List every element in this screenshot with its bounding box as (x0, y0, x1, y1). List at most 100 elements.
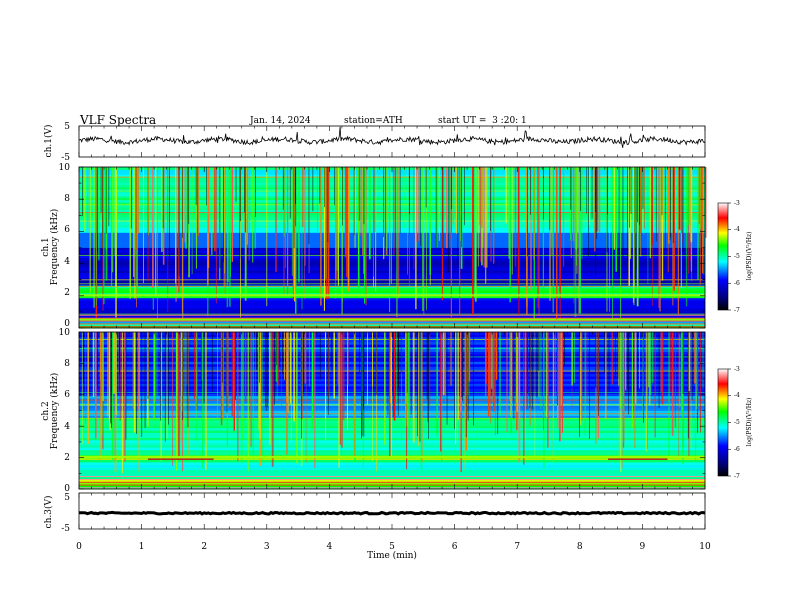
spec2-gap (359, 332, 360, 373)
spec2-gap (256, 332, 257, 370)
spec1-sferic (89, 167, 91, 293)
spec1-sferic (328, 167, 330, 288)
spec2-sferic (672, 332, 674, 380)
spec2-sferic (671, 332, 674, 436)
spec2-sferic (376, 332, 378, 472)
spec2-sferic (154, 332, 156, 402)
spec2-gap (361, 332, 363, 437)
spec1-tone (79, 286, 705, 287)
ch1-ytick-bottom: -5 (61, 153, 70, 163)
spec2-sferic (195, 332, 197, 441)
spec2-sferic (201, 332, 203, 381)
spec1-sferic (302, 167, 304, 227)
spec1-sferic (375, 167, 377, 292)
spec1-sferic (184, 167, 187, 243)
spec1-sferic (441, 167, 444, 301)
spec2-gap (168, 332, 169, 425)
ch3-waveform-panel: 5 -5 ch.3(V) 0 1 2 3 4 5 6 7 8 9 10 Time… (43, 492, 711, 561)
spec1-sferic (358, 167, 359, 255)
spec1-gap (178, 167, 180, 276)
spec2-sferic (304, 332, 306, 384)
spec1-gap (425, 167, 427, 208)
spec1-gap (586, 167, 588, 214)
spec1-gap (295, 167, 297, 227)
spec1-sferic (483, 167, 486, 268)
spec1-sferic (275, 167, 277, 272)
spec1-sferic (175, 167, 177, 284)
spec1-sferic (493, 167, 495, 264)
spec1-sferic (304, 167, 306, 266)
spec1-sferic (449, 167, 451, 240)
spec2-sferic (180, 332, 182, 443)
spec2-sferic (108, 332, 110, 423)
spec2-sferic (421, 332, 423, 463)
spec2-sferic (85, 332, 86, 424)
spec2-sferic (228, 332, 229, 408)
spec2-sferic (559, 332, 561, 442)
spec1-sferic (211, 167, 213, 255)
spec2-sferic (523, 332, 525, 465)
spec1-sferic (167, 167, 169, 312)
spec1-line-low (79, 320, 705, 322)
spec1-sferic (407, 167, 408, 275)
spec1-sferic (702, 167, 704, 274)
spec1-sferic (480, 167, 482, 262)
spec1-sferic (129, 167, 131, 299)
spec2-gap (465, 332, 467, 438)
spec2-gap (398, 332, 399, 387)
spec1-band (79, 297, 705, 301)
spec2-sferic (333, 332, 335, 399)
spec1-sferic (574, 167, 577, 317)
spec2-gap (427, 332, 429, 423)
spec2-sferic (622, 332, 624, 410)
spec1-gap (255, 167, 256, 217)
spec1-sferic (293, 167, 294, 297)
spec1-sferic (518, 167, 520, 316)
spec2-gap (83, 332, 84, 384)
spec2-sferic (455, 332, 456, 444)
spec2-gap (658, 332, 660, 409)
spec1-gap (130, 167, 132, 229)
spec1-gap (451, 167, 452, 210)
spec1-sferic (697, 167, 699, 280)
time-tick-9: 9 (640, 542, 646, 552)
spec2-gap (118, 332, 120, 391)
spec1-gap (595, 167, 597, 276)
spec1-gap (655, 167, 657, 242)
spec1-sferic (408, 167, 410, 286)
spec1-sferic (511, 167, 513, 275)
ch1-freq-tick-8: 8 (64, 194, 70, 204)
spec2-sferic (255, 332, 256, 409)
spec2-gap (643, 332, 644, 423)
ch2-freq-tick-0: 0 (64, 484, 70, 494)
ch2-spectrogram-image (79, 332, 706, 490)
spec2-sferic (259, 332, 261, 439)
spec2-gap (604, 332, 605, 373)
spec1-gap (640, 167, 642, 256)
spec1-gap (580, 167, 581, 212)
spec2-sferic (634, 332, 636, 449)
spec1-sferic (482, 167, 484, 248)
spec1-band (79, 307, 705, 311)
ch1-spectrogram-channel-label: ch.1 (41, 237, 51, 256)
spec1-gap (358, 167, 360, 221)
spec2-sferic (226, 332, 227, 399)
date-label: Jan. 14, 2024 (249, 116, 311, 126)
spec1-sferic (481, 167, 483, 228)
spec2-sferic (611, 332, 613, 385)
spec2-sferic (281, 332, 282, 407)
ch3-waveform-frame (78, 492, 706, 530)
spec2-sferic (347, 332, 349, 385)
spec1-gap (308, 167, 310, 245)
spec1-sferic (248, 167, 250, 261)
ch1-colorbar (717, 202, 729, 311)
spec1-sferic (252, 167, 254, 263)
spec1-sferic (195, 167, 197, 269)
spec1-gap (289, 167, 291, 219)
ch1-colorbar-tick-m4: -4 (734, 226, 740, 233)
spec2-gap (598, 332, 599, 416)
spec1-sferic (474, 167, 477, 302)
spec2-gap (461, 332, 462, 397)
spec1-sferic (114, 167, 116, 255)
spec1-sferic (422, 167, 424, 311)
